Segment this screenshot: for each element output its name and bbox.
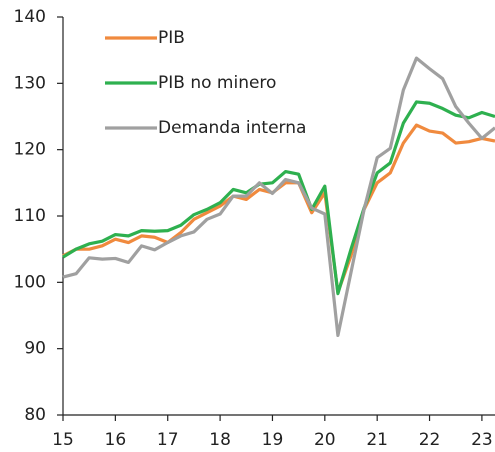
legend-label: PIB: [158, 28, 185, 48]
legend-label: Demanda interna: [158, 118, 306, 138]
y-tick-label: 130: [14, 73, 46, 93]
legend-label: PIB no minero: [158, 73, 276, 93]
y-tick-label: 110: [14, 206, 46, 226]
series-line: [62, 56, 495, 337]
x-tick-label: 15: [52, 430, 74, 450]
x-tick-label: 18: [209, 430, 231, 450]
y-tick-label: 90: [24, 339, 46, 359]
x-tick-label: 22: [419, 430, 441, 450]
x-tick-label: 20: [314, 430, 336, 450]
series-line: [62, 100, 495, 296]
y-tick-label: 120: [14, 140, 46, 160]
x-tick-label: 19: [262, 430, 284, 450]
y-tick-label: 140: [14, 7, 46, 27]
y-tick-label: 100: [14, 272, 46, 292]
y-tick-label: 80: [24, 405, 46, 425]
x-tick-label: 23: [471, 430, 493, 450]
series-line: [62, 123, 495, 294]
x-tick-label: 17: [157, 430, 179, 450]
x-tick-label: 16: [105, 430, 127, 450]
x-tick-label: 21: [366, 430, 388, 450]
